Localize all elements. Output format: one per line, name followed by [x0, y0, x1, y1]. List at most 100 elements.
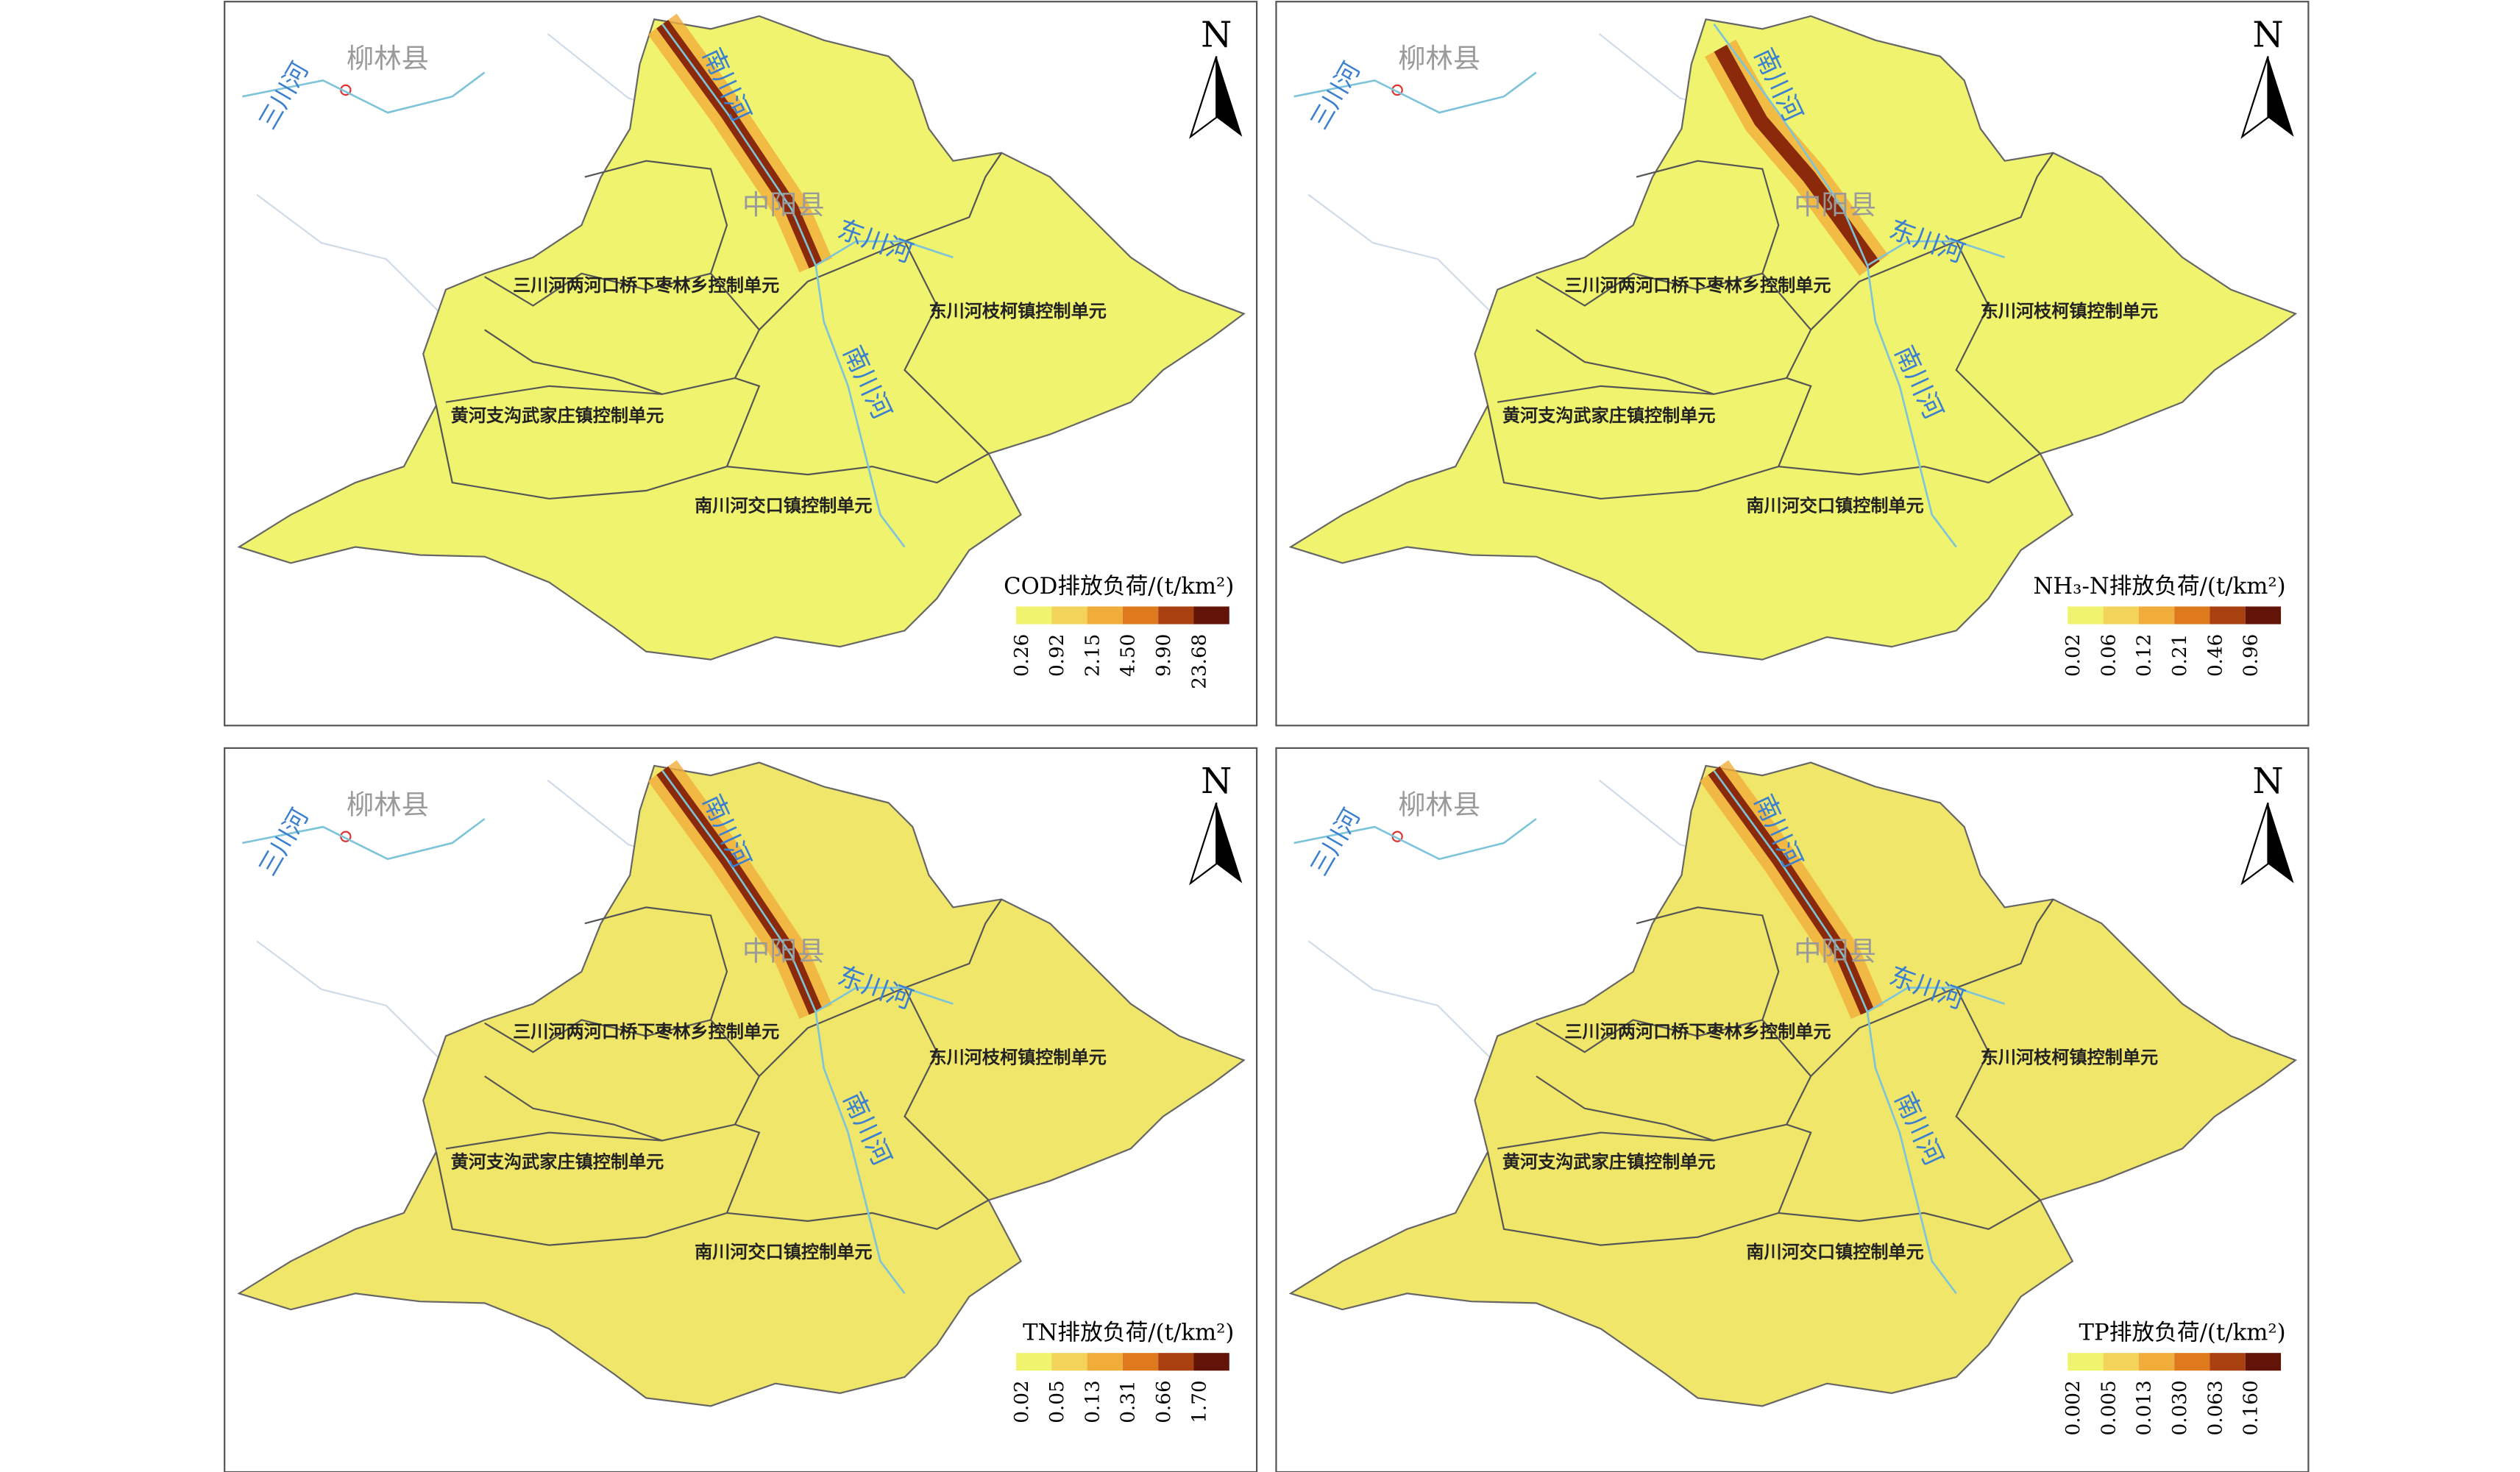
place-label: 三川河两河口桥下枣林乡控制单元 — [1564, 274, 1831, 296]
legend-tick: 0.005 — [2098, 1380, 2120, 1435]
unit-boundary — [726, 1199, 990, 1230]
legend-tick: 0.002 — [2062, 1380, 2084, 1435]
legend-title: TN排放负荷/(t/km²) — [1023, 1320, 1234, 1346]
river — [242, 71, 486, 114]
legend-tick: 0.31 — [1118, 1380, 1140, 1423]
region-outline — [237, 761, 1246, 1407]
north-label: N — [1201, 15, 1232, 56]
legend-tick: 2.15 — [1082, 634, 1104, 677]
hotspot-core — [1714, 44, 1880, 270]
unit-boundary — [445, 1131, 663, 1150]
unit-boundary — [1497, 385, 1714, 403]
legend-swatch — [2210, 1353, 2246, 1371]
place-label: 南川河交口镇控制单元 — [695, 1241, 872, 1262]
legend-tick: 4.50 — [1118, 634, 1140, 677]
legend-swatch — [2174, 1353, 2210, 1371]
legend-tick: 23.68 — [1188, 634, 1210, 689]
legend-tick: 0.030 — [2169, 1380, 2191, 1435]
legend-swatch — [2138, 1353, 2175, 1371]
legend-tick: 0.02 — [1011, 1380, 1033, 1423]
place-label: 黄河支沟武家庄镇控制单元 — [1502, 1151, 1716, 1173]
legend-tick: 1.70 — [1188, 1380, 1210, 1423]
region-outline — [1288, 15, 2298, 661]
unit-boundary — [1810, 898, 2054, 1077]
place-label: 黄河支沟武家庄镇控制单元 — [451, 1151, 664, 1173]
north-label: N — [1201, 761, 1232, 802]
legend-swatch — [2245, 1353, 2282, 1371]
legend-swatch — [1087, 1353, 1123, 1371]
place-label: 三川河两河口桥下枣林乡控制单元 — [513, 274, 779, 296]
legend-swatch — [1051, 606, 1087, 625]
legend-swatch — [1015, 606, 1052, 625]
north-arrow — [1216, 803, 1243, 883]
background-river — [1307, 940, 1503, 1071]
legend-tick: 0.96 — [2240, 634, 2262, 677]
river — [1293, 71, 1537, 114]
background-river — [256, 193, 452, 324]
unit-boundary — [1778, 452, 2041, 484]
legend-tick: 9.90 — [1153, 634, 1175, 677]
legend-swatch — [2103, 606, 2139, 625]
legend-swatch — [1087, 606, 1123, 625]
legend-swatch — [2210, 606, 2246, 625]
unit-boundary — [726, 452, 990, 484]
legend-swatch — [1193, 1353, 1229, 1371]
background-river — [256, 940, 452, 1071]
unit-boundary — [1486, 1123, 1812, 1246]
unit-boundary — [584, 160, 728, 274]
legend-tick: 0.06 — [2098, 634, 2120, 677]
region-outline — [237, 15, 1246, 661]
unit-boundary — [904, 241, 990, 455]
region-outline — [1288, 761, 2298, 1407]
unit-boundary — [1636, 906, 1780, 1020]
river — [661, 769, 906, 1295]
legend-tick: 0.66 — [1153, 1380, 1175, 1423]
legend-tick: 0.013 — [2134, 1380, 2156, 1435]
place-label: 东川河枝柯镇控制单元 — [1981, 300, 2158, 321]
place-label: 东川河枝柯镇控制单元 — [1981, 1047, 2158, 1068]
legend-tick: 0.063 — [2204, 1380, 2226, 1435]
unit-boundary — [484, 272, 761, 395]
unit-boundary — [584, 906, 728, 1020]
place-label: 柳林县 — [347, 789, 429, 821]
river — [815, 240, 954, 266]
river — [1293, 818, 1537, 861]
river — [1867, 986, 2006, 1013]
place-label: 南川河交口镇控制单元 — [1746, 494, 1923, 516]
legend-tick: 0.92 — [1046, 634, 1068, 677]
place-label: 东川河枝柯镇控制单元 — [929, 300, 1106, 321]
north-label: N — [2252, 15, 2283, 56]
legend-title: NH₃-N排放负荷/(t/km²) — [2033, 574, 2285, 600]
legend-tick: 0.13 — [1082, 1380, 1104, 1423]
legend-swatch — [1158, 606, 1194, 625]
legend-swatch — [2138, 606, 2175, 625]
place-label: 中阳县 — [742, 188, 825, 221]
unit-boundary — [445, 385, 663, 403]
north-label: N — [2252, 761, 2283, 802]
unit-boundary — [1955, 241, 2041, 455]
place-label: 黄河支沟武家庄镇控制单元 — [1502, 405, 1716, 426]
legend-swatch — [2068, 606, 2104, 625]
legend-swatch — [2103, 1353, 2139, 1371]
legend-tick: 0.12 — [2134, 634, 2156, 677]
unit-boundary — [1636, 160, 1780, 274]
unit-boundary — [759, 152, 1003, 331]
unit-boundary — [484, 1019, 761, 1142]
place-label: 三川河两河口桥下枣林乡控制单元 — [513, 1021, 779, 1042]
legend-swatch — [1015, 1353, 1052, 1371]
legend-swatch — [1158, 1353, 1194, 1371]
place-label: 中阳县 — [1794, 188, 1876, 221]
legend-title: TP排放负荷/(t/km²) — [2079, 1320, 2286, 1346]
legend-swatch — [2245, 606, 2282, 625]
place-label: 南川河交口镇控制单元 — [695, 494, 872, 516]
legend-tick: 0.05 — [1046, 1380, 1068, 1423]
legend-swatch — [1193, 606, 1229, 625]
legend-tick: 0.02 — [2062, 634, 2084, 677]
unit-boundary — [435, 1123, 761, 1246]
unit-boundary — [759, 898, 1003, 1077]
